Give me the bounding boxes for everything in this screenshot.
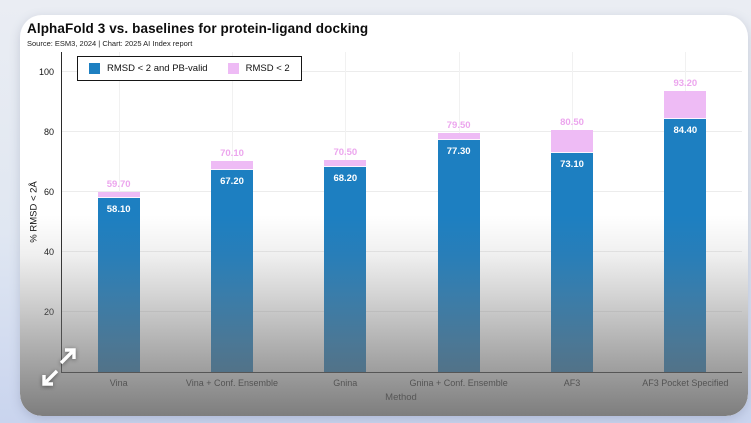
plot-area: 20 40 60 80 100 58.10 59.70 Vina 67.20 70.10 Vina … bbox=[39, 52, 742, 388]
bar-value-label: 67.20 bbox=[220, 176, 244, 188]
chart-card: AlphaFold 3 vs. baselines for protein-li… bbox=[20, 15, 748, 416]
bar-segment-pb-valid bbox=[324, 167, 367, 372]
x-axis-tick-label: Gnina + Conf. Ensemble bbox=[409, 378, 508, 388]
bar-segment-rmsd-only bbox=[97, 191, 140, 198]
legend-item-rmsd: RMSD < 2 bbox=[227, 63, 290, 74]
bar-segment-pb-valid bbox=[551, 152, 593, 372]
bar-value-label: 68.20 bbox=[333, 173, 358, 185]
bar-total-label: 93.20 bbox=[673, 78, 698, 90]
bar-value-label: 73.10 bbox=[560, 158, 584, 170]
bar-value-label: 84.40 bbox=[673, 124, 698, 136]
bar-segment-pb-valid bbox=[437, 140, 480, 372]
bar-total-label: 59.70 bbox=[106, 178, 131, 190]
gridline-horizontal bbox=[62, 251, 742, 252]
chart-header: AlphaFold 3 vs. baselines for protein-li… bbox=[27, 21, 368, 48]
chart-source-line: Source: ESM3, 2024 | Chart: 2025 AI Inde… bbox=[27, 39, 193, 48]
x-axis-tick-label: Gnina bbox=[333, 378, 358, 388]
bar-segment-rmsd-only bbox=[211, 160, 253, 171]
legend-label-rmsd: RMSD < 2 bbox=[245, 63, 290, 74]
bar-segment-pb-valid bbox=[664, 118, 707, 372]
bar-total-label: 79.50 bbox=[446, 119, 471, 131]
bar-segment-rmsd-only bbox=[664, 91, 707, 119]
y-axis-tick-label: 40 bbox=[43, 247, 54, 257]
x-axis-tick-label: AF3 Pocket Specified bbox=[642, 378, 729, 388]
x-axis-title: Method bbox=[385, 392, 417, 403]
bar-segment-pb-valid bbox=[211, 170, 253, 372]
chart-legend: RMSD < 2 and PB-valid RMSD < 2 bbox=[77, 56, 302, 81]
x-axis-tick-label: Vina + Conf. Ensemble bbox=[185, 378, 279, 388]
bar-total-label: 70.50 bbox=[333, 146, 358, 158]
chart-title: AlphaFold 3 vs. baselines for protein-li… bbox=[27, 21, 369, 36]
bar-segment-rmsd-only bbox=[324, 159, 367, 168]
gridline-horizontal bbox=[62, 71, 742, 72]
y-axis-title: % RMSD < 2Å bbox=[28, 181, 40, 243]
y-axis-tick-label: 80 bbox=[43, 127, 54, 137]
legend-label-pb-valid: RMSD < 2 and PB-valid bbox=[107, 63, 208, 74]
bar-total-label: 80.50 bbox=[560, 116, 584, 128]
expand-arrows-icon bbox=[42, 348, 76, 386]
legend-item-pb-valid: RMSD < 2 and PB-valid bbox=[89, 63, 208, 74]
expand-chart-button[interactable] bbox=[42, 346, 78, 388]
bar-total-label: 70.10 bbox=[220, 147, 244, 159]
y-axis-tick-label: 100 bbox=[38, 67, 54, 77]
gridline-horizontal bbox=[62, 131, 742, 132]
gridline-horizontal bbox=[62, 311, 742, 312]
bar-value-label: 77.30 bbox=[446, 146, 471, 158]
x-axis-tick-label: Vina bbox=[109, 378, 128, 388]
bar-value-label: 58.10 bbox=[106, 203, 131, 215]
y-axis-tick-label: 60 bbox=[43, 187, 54, 197]
legend-swatch-blue-icon bbox=[89, 63, 100, 74]
bar-segment-rmsd-only bbox=[437, 132, 480, 141]
y-axis-tick-label: 20 bbox=[43, 307, 54, 317]
bar-segment-pb-valid bbox=[97, 197, 140, 372]
bar-segment-rmsd-only bbox=[551, 129, 593, 153]
legend-swatch-pink-icon bbox=[227, 63, 239, 74]
x-axis-tick-label: AF3 bbox=[563, 378, 581, 388]
gridline-horizontal bbox=[62, 191, 742, 192]
